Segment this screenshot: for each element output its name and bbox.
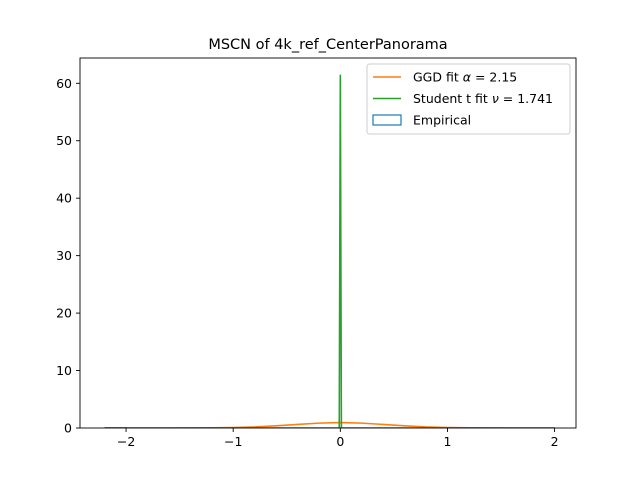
plot-frame xyxy=(79,57,577,429)
x-tick-label: 1 xyxy=(443,434,451,449)
legend-swatch-2 xyxy=(372,114,402,126)
y-tick-label: 10 xyxy=(56,363,72,378)
y-tick-label: 20 xyxy=(56,306,72,321)
x-tick-label: −2 xyxy=(117,434,135,449)
series-line-1 xyxy=(104,74,555,428)
chart-title: MSCN of 4k_ref_CenterPanorama xyxy=(208,37,447,53)
legend-label-0: GGD fit α = 2.15 xyxy=(413,70,517,85)
x-tick-label: 0 xyxy=(336,434,344,449)
x-tick-label: 2 xyxy=(551,434,559,449)
y-tick-label: 0 xyxy=(64,421,72,436)
legend-box xyxy=(366,63,571,135)
legend-label-1: Student t fit ν = 1.741 xyxy=(413,91,553,106)
y-tick-label: 30 xyxy=(56,248,72,263)
legend-label-2: Empirical xyxy=(413,113,471,128)
y-tick-label: 60 xyxy=(56,76,72,91)
axes xyxy=(79,57,577,429)
y-tick-label: 50 xyxy=(56,133,72,148)
x-tick-label: −1 xyxy=(224,434,242,449)
y-tick-label: 40 xyxy=(56,191,72,206)
legend: GGD fit α = 2.15 Student t fit ν = 1.741 E… xyxy=(366,63,571,135)
